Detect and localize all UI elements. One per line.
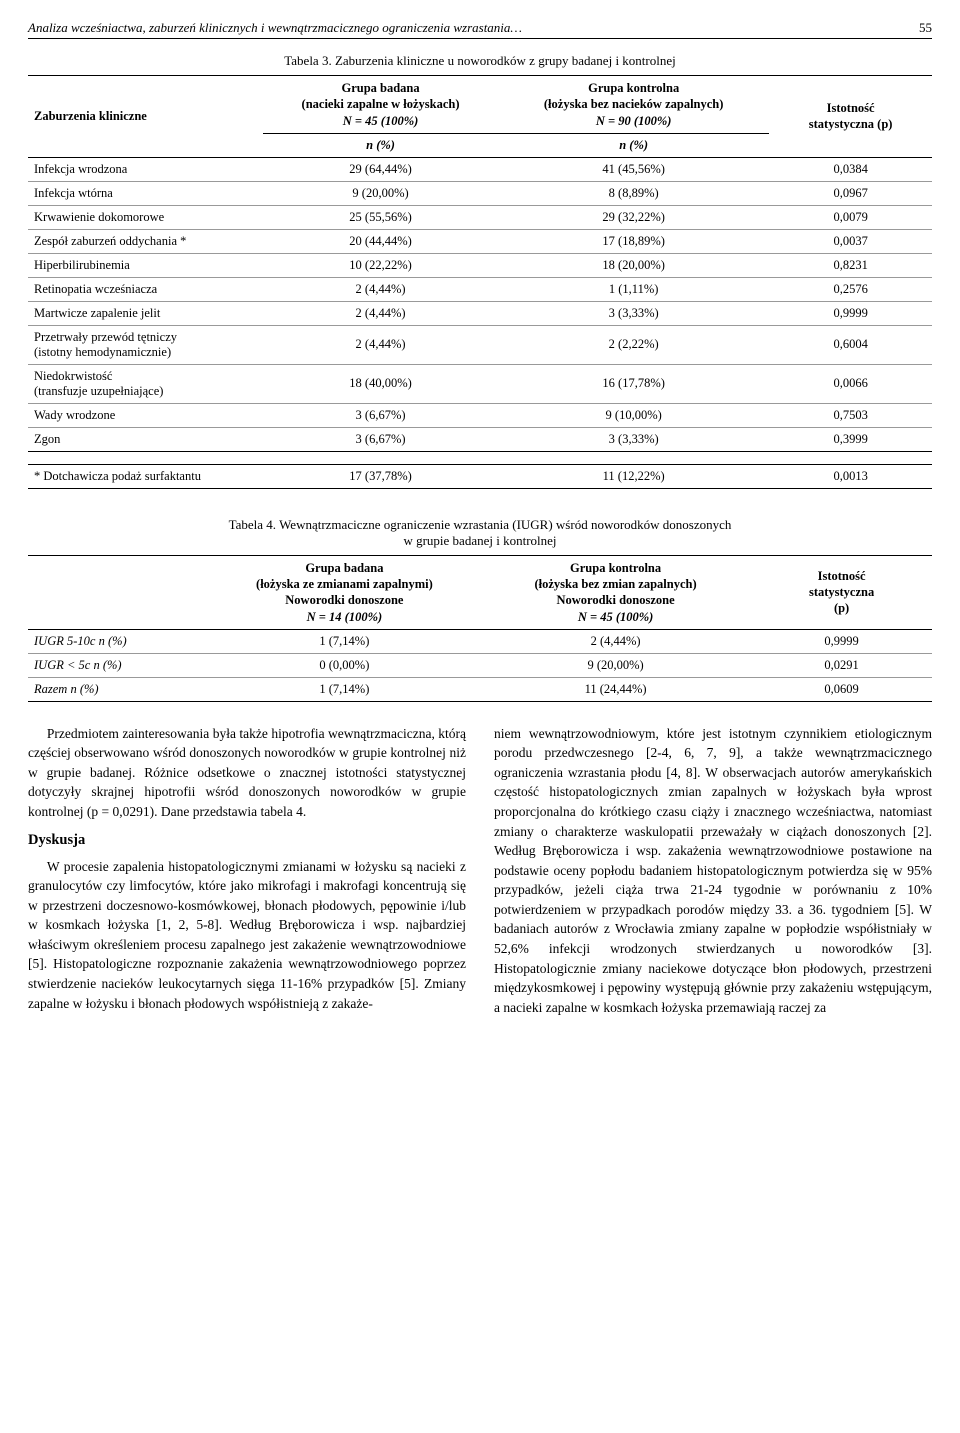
dyskusja-heading: Dyskusja bbox=[28, 830, 466, 851]
cell-p: 0,0967 bbox=[769, 181, 932, 205]
left-column: Przedmiotem zainteresowania była także h… bbox=[28, 724, 466, 1025]
cell-badana: 2 (4,44%) bbox=[263, 301, 498, 325]
cell-badana: 3 (6,67%) bbox=[263, 427, 498, 451]
row-label: Infekcja wtórna bbox=[28, 181, 263, 205]
cell-kontrol: 9 (20,00%) bbox=[480, 653, 751, 677]
table-row: Retinopatia wcześniacza2 (4,44%)1 (1,11%… bbox=[28, 277, 932, 301]
left-para-1: Przedmiotem zainteresowania była także h… bbox=[28, 724, 466, 822]
page-number: 55 bbox=[919, 20, 932, 36]
table3-col-kontrol: Grupa kontrolna (łożyska bez nacieków za… bbox=[498, 76, 769, 134]
row-label: Razem n (%) bbox=[28, 677, 209, 701]
cell-badana: 0 (0,00%) bbox=[209, 653, 480, 677]
table-row: Zgon3 (6,67%)3 (3,33%)0,3999 bbox=[28, 427, 932, 451]
table4-col-p: Istotność statystyczna (p) bbox=[751, 555, 932, 629]
row-label: Martwicze zapalenie jelit bbox=[28, 301, 263, 325]
row-label: IUGR < 5c n (%) bbox=[28, 653, 209, 677]
table3-col-p: Istotność statystyczna (p) bbox=[769, 76, 932, 158]
cell-kontrol: 2 (4,44%) bbox=[480, 629, 751, 653]
table-row: Krwawienie dokomorowe25 (55,56%)29 (32,2… bbox=[28, 205, 932, 229]
cell-badana: 1 (7,14%) bbox=[209, 629, 480, 653]
row-label: Infekcja wrodzona bbox=[28, 157, 263, 181]
right-column: niem wewnątrzowodniowym, które jest isto… bbox=[494, 724, 932, 1025]
cell-p: 0,8231 bbox=[769, 253, 932, 277]
cell-kontrol: 8 (8,89%) bbox=[498, 181, 769, 205]
cell-p: 0,0609 bbox=[751, 677, 932, 701]
table-row: Razem n (%)1 (7,14%)11 (24,44%)0,0609 bbox=[28, 677, 932, 701]
row-label: Hiperbilirubinemia bbox=[28, 253, 263, 277]
table-row: Infekcja wrodzona29 (64,44%)41 (45,56%)0… bbox=[28, 157, 932, 181]
table-row: IUGR 5-10c n (%)1 (7,14%)2 (4,44%)0,9999 bbox=[28, 629, 932, 653]
cell-p: 0,0384 bbox=[769, 157, 932, 181]
cell-kontrol: 3 (3,33%) bbox=[498, 301, 769, 325]
cell-kontrol: 16 (17,78%) bbox=[498, 364, 769, 403]
table3-foot-a: 17 (37,78%) bbox=[263, 464, 498, 488]
row-label: IUGR 5-10c n (%) bbox=[28, 629, 209, 653]
row-label: Niedokrwistość (transfuzje uzupełniające… bbox=[28, 364, 263, 403]
cell-badana: 1 (7,14%) bbox=[209, 677, 480, 701]
running-header: Analiza wcześniactwa, zaburzeń kliniczny… bbox=[28, 20, 932, 39]
cell-kontrol: 18 (20,00%) bbox=[498, 253, 769, 277]
table-row: Hiperbilirubinemia10 (22,22%)18 (20,00%)… bbox=[28, 253, 932, 277]
table3-foot-p: 0,0013 bbox=[769, 464, 932, 488]
cell-kontrol: 17 (18,89%) bbox=[498, 229, 769, 253]
table-row: Niedokrwistość (transfuzje uzupełniające… bbox=[28, 364, 932, 403]
table3-col-left: Zaburzenia kliniczne bbox=[28, 76, 263, 158]
row-label: Przetrwały przewód tętniczy (istotny hem… bbox=[28, 325, 263, 364]
table3-foot-label: * Dotchawicza podaż surfaktantu bbox=[28, 464, 263, 488]
cell-badana: 25 (55,56%) bbox=[263, 205, 498, 229]
table4-col-kontrol: Grupa kontrolna (łożyska bez zmian zapal… bbox=[480, 555, 751, 629]
cell-badana: 29 (64,44%) bbox=[263, 157, 498, 181]
table-row: IUGR < 5c n (%)0 (0,00%)9 (20,00%)0,0291 bbox=[28, 653, 932, 677]
table-row: Wady wrodzone3 (6,67%)9 (10,00%)0,7503 bbox=[28, 403, 932, 427]
table4-caption: Tabela 4. Wewnątrzmaciczne ograniczenie … bbox=[28, 517, 932, 549]
cell-kontrol: 1 (1,11%) bbox=[498, 277, 769, 301]
table3-footnote: * Dotchawicza podaż surfaktantu 17 (37,7… bbox=[28, 464, 932, 489]
table3-col-badana: Grupa badana (nacieki zapalne w łożyskac… bbox=[263, 76, 498, 134]
cell-kontrol: 2 (2,22%) bbox=[498, 325, 769, 364]
cell-kontrol: 11 (24,44%) bbox=[480, 677, 751, 701]
cell-p: 0,2576 bbox=[769, 277, 932, 301]
table-row: Przetrwały przewód tętniczy (istotny hem… bbox=[28, 325, 932, 364]
row-label: Zespół zaburzeń oddychania * bbox=[28, 229, 263, 253]
table3-foot-b: 11 (12,22%) bbox=[498, 464, 769, 488]
table3-sub-n-2: n (%) bbox=[498, 133, 769, 157]
table-row: Infekcja wtórna9 (20,00%)8 (8,89%)0,0967 bbox=[28, 181, 932, 205]
row-label: Retinopatia wcześniacza bbox=[28, 277, 263, 301]
table4: Grupa badana (łożyska ze zmianami zapaln… bbox=[28, 555, 932, 702]
cell-badana: 10 (22,22%) bbox=[263, 253, 498, 277]
table3-caption: Tabela 3. Zaburzenia kliniczne u noworod… bbox=[28, 53, 932, 69]
cell-badana: 18 (40,00%) bbox=[263, 364, 498, 403]
cell-p: 0,9999 bbox=[751, 629, 932, 653]
cell-kontrol: 3 (3,33%) bbox=[498, 427, 769, 451]
cell-p: 0,0037 bbox=[769, 229, 932, 253]
table-row: Martwicze zapalenie jelit2 (4,44%)3 (3,3… bbox=[28, 301, 932, 325]
cell-p: 0,7503 bbox=[769, 403, 932, 427]
running-title: Analiza wcześniactwa, zaburzeń kliniczny… bbox=[28, 20, 522, 36]
left-para-2: W procesie zapalenia histopatologicznymi… bbox=[28, 857, 466, 1014]
table4-col-empty bbox=[28, 555, 209, 629]
cell-badana: 9 (20,00%) bbox=[263, 181, 498, 205]
cell-badana: 2 (4,44%) bbox=[263, 325, 498, 364]
row-label: Krwawienie dokomorowe bbox=[28, 205, 263, 229]
cell-p: 0,0079 bbox=[769, 205, 932, 229]
row-label: Wady wrodzone bbox=[28, 403, 263, 427]
cell-p: 0,9999 bbox=[769, 301, 932, 325]
cell-kontrol: 29 (32,22%) bbox=[498, 205, 769, 229]
table3: Zaburzenia kliniczne Grupa badana (nacie… bbox=[28, 75, 932, 452]
right-para-1: niem wewnątrzowodniowym, które jest isto… bbox=[494, 724, 932, 1017]
body-columns: Przedmiotem zainteresowania była także h… bbox=[28, 724, 932, 1025]
cell-badana: 3 (6,67%) bbox=[263, 403, 498, 427]
table4-col-badana: Grupa badana (łożyska ze zmianami zapaln… bbox=[209, 555, 480, 629]
cell-badana: 20 (44,44%) bbox=[263, 229, 498, 253]
cell-badana: 2 (4,44%) bbox=[263, 277, 498, 301]
cell-p: 0,0291 bbox=[751, 653, 932, 677]
row-label: Zgon bbox=[28, 427, 263, 451]
cell-kontrol: 41 (45,56%) bbox=[498, 157, 769, 181]
cell-p: 0,3999 bbox=[769, 427, 932, 451]
cell-kontrol: 9 (10,00%) bbox=[498, 403, 769, 427]
cell-p: 0,6004 bbox=[769, 325, 932, 364]
cell-p: 0,0066 bbox=[769, 364, 932, 403]
table-row: Zespół zaburzeń oddychania *20 (44,44%)1… bbox=[28, 229, 932, 253]
table3-sub-n-1: n (%) bbox=[263, 133, 498, 157]
